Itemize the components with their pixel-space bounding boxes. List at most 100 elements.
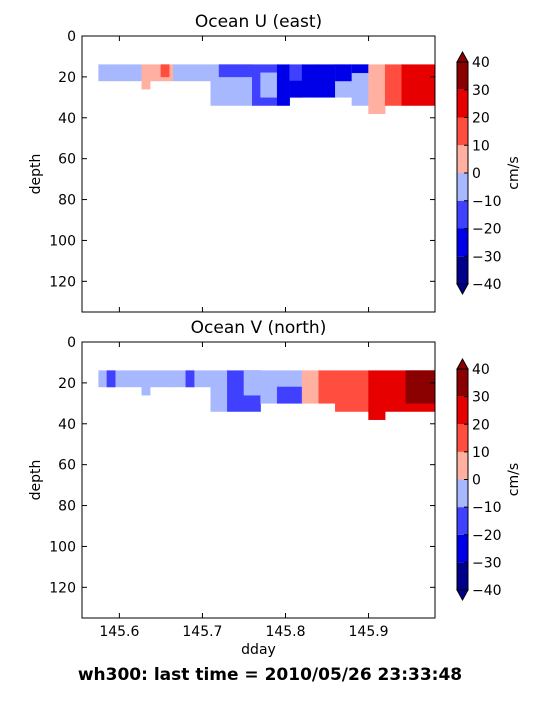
x-tick-label: 145.9 [349, 624, 389, 640]
colorbar-segment [457, 62, 468, 90]
colorbar-segment [457, 200, 468, 229]
colorbar-segment [457, 479, 468, 508]
data-cell [260, 72, 278, 98]
data-cell [106, 370, 116, 388]
colorbar-tick-label: 20 [472, 417, 490, 433]
chart-title: Ocean V (north) [191, 318, 327, 338]
x-tick-label: 145.7 [182, 624, 222, 640]
colorbar-label: cm/s [506, 156, 522, 189]
colorbar-segment [457, 256, 468, 284]
colorbar-tick-label: 10 [472, 138, 490, 154]
colorbar-tick-label: −10 [472, 194, 502, 210]
colorbar-extend-min [456, 589, 469, 602]
colorbar-segment [457, 369, 468, 397]
data-cell [301, 370, 319, 404]
colorbar-tick-label: −10 [472, 500, 502, 516]
y-tick-label: 100 [49, 539, 76, 555]
x-tick-label: 145.6 [99, 624, 139, 640]
data-cell [98, 64, 143, 82]
colorbar-segment [457, 424, 468, 452]
y-tick-label: 20 [58, 376, 76, 392]
plot-frame [81, 341, 436, 619]
colorbar-label: cm/s [506, 463, 522, 496]
data-cell [243, 370, 261, 396]
data-cell [173, 64, 211, 82]
colorbar-tick-label: −30 [472, 555, 502, 571]
data-cell [301, 64, 319, 82]
colorbar-tick-label: 0 [472, 473, 481, 489]
data-cell [98, 370, 143, 388]
colorbar-extend-max [456, 50, 469, 63]
data-cell [141, 370, 174, 388]
colorbar-segment [457, 451, 468, 480]
colorbar-segment [457, 534, 468, 563]
y-tick-label: 100 [49, 233, 76, 249]
colorbar-tick-label: 20 [472, 111, 490, 127]
data-cells [98, 370, 436, 420]
data-cell [141, 80, 151, 90]
y-tick-label: 120 [49, 580, 76, 596]
x-tick-label: 145.8 [265, 624, 305, 640]
data-cell [368, 370, 386, 420]
colorbar-segment [457, 145, 468, 173]
x-axis-label: dday [241, 642, 276, 658]
data-cell [185, 370, 195, 388]
colorbar-tick-label: 30 [472, 83, 490, 99]
y-tick-label: 60 [58, 152, 76, 168]
y-tick-label: 0 [67, 29, 76, 45]
data-cell [401, 64, 436, 106]
data-cell [160, 64, 170, 78]
y-tick-label: 60 [58, 458, 76, 474]
data-cell [141, 386, 151, 396]
colorbar-segment [457, 507, 468, 535]
colorbar-segment [457, 89, 468, 118]
colorbar: −40 −30 −20 −10 0 10 20 30 40 cm/s [456, 50, 522, 296]
colorbar-tick-label: −40 [472, 277, 502, 293]
y-tick-label: 40 [58, 417, 76, 433]
data-cell [351, 64, 369, 74]
data-cell [289, 80, 319, 98]
colorbar-tick-label: 40 [472, 55, 490, 71]
y-tick-label: 40 [58, 111, 76, 127]
colorbar-segment [457, 396, 468, 425]
y-axis-label: depth [28, 154, 44, 195]
data-cell [318, 370, 336, 404]
colorbar-segment [457, 117, 468, 146]
colorbar-tick-label: 10 [472, 445, 490, 461]
data-cell [218, 64, 253, 78]
colorbar-segment [457, 173, 468, 201]
colorbar-segment [457, 562, 468, 590]
y-tick-label: 80 [58, 499, 76, 515]
data-cells [98, 64, 436, 114]
y-tick-label: 20 [58, 70, 76, 86]
data-cell [384, 64, 403, 106]
colorbar-tick-label: −20 [472, 528, 502, 544]
colorbar-segment [457, 228, 468, 257]
y-axis-label: depth [28, 460, 44, 501]
data-cell [335, 64, 353, 82]
chart-title: Ocean U (east) [195, 12, 322, 32]
colorbar-tick-label: 0 [472, 166, 481, 182]
y-tick-label: 120 [49, 274, 76, 290]
data-cell [318, 64, 336, 98]
colorbar-tick-label: 30 [472, 390, 490, 406]
footer-status: wh300: last time = 2010/05/26 23:33:48 [77, 665, 463, 685]
colorbar-extend-min [456, 283, 469, 296]
y-tick-label: 0 [67, 335, 76, 351]
y-tick-label: 80 [58, 193, 76, 209]
data-cell [276, 64, 290, 106]
data-cell [405, 370, 436, 404]
colorbar-tick-label: −20 [472, 222, 502, 238]
colorbar: −40 −30 −20 −10 0 10 20 30 40 cm/s [456, 357, 522, 602]
colorbar-tick-label: −30 [472, 249, 502, 265]
data-cell [368, 64, 386, 114]
colorbar-tick-label: 40 [472, 362, 490, 378]
colorbar-tick-label: −40 [472, 583, 502, 599]
data-cell [335, 370, 369, 412]
ocean-u-panel: Ocean U (east)020406080100120depth−40−30… [28, 12, 522, 313]
data-cell [210, 370, 228, 412]
plot-frame [81, 35, 436, 313]
data-cell [276, 386, 303, 404]
